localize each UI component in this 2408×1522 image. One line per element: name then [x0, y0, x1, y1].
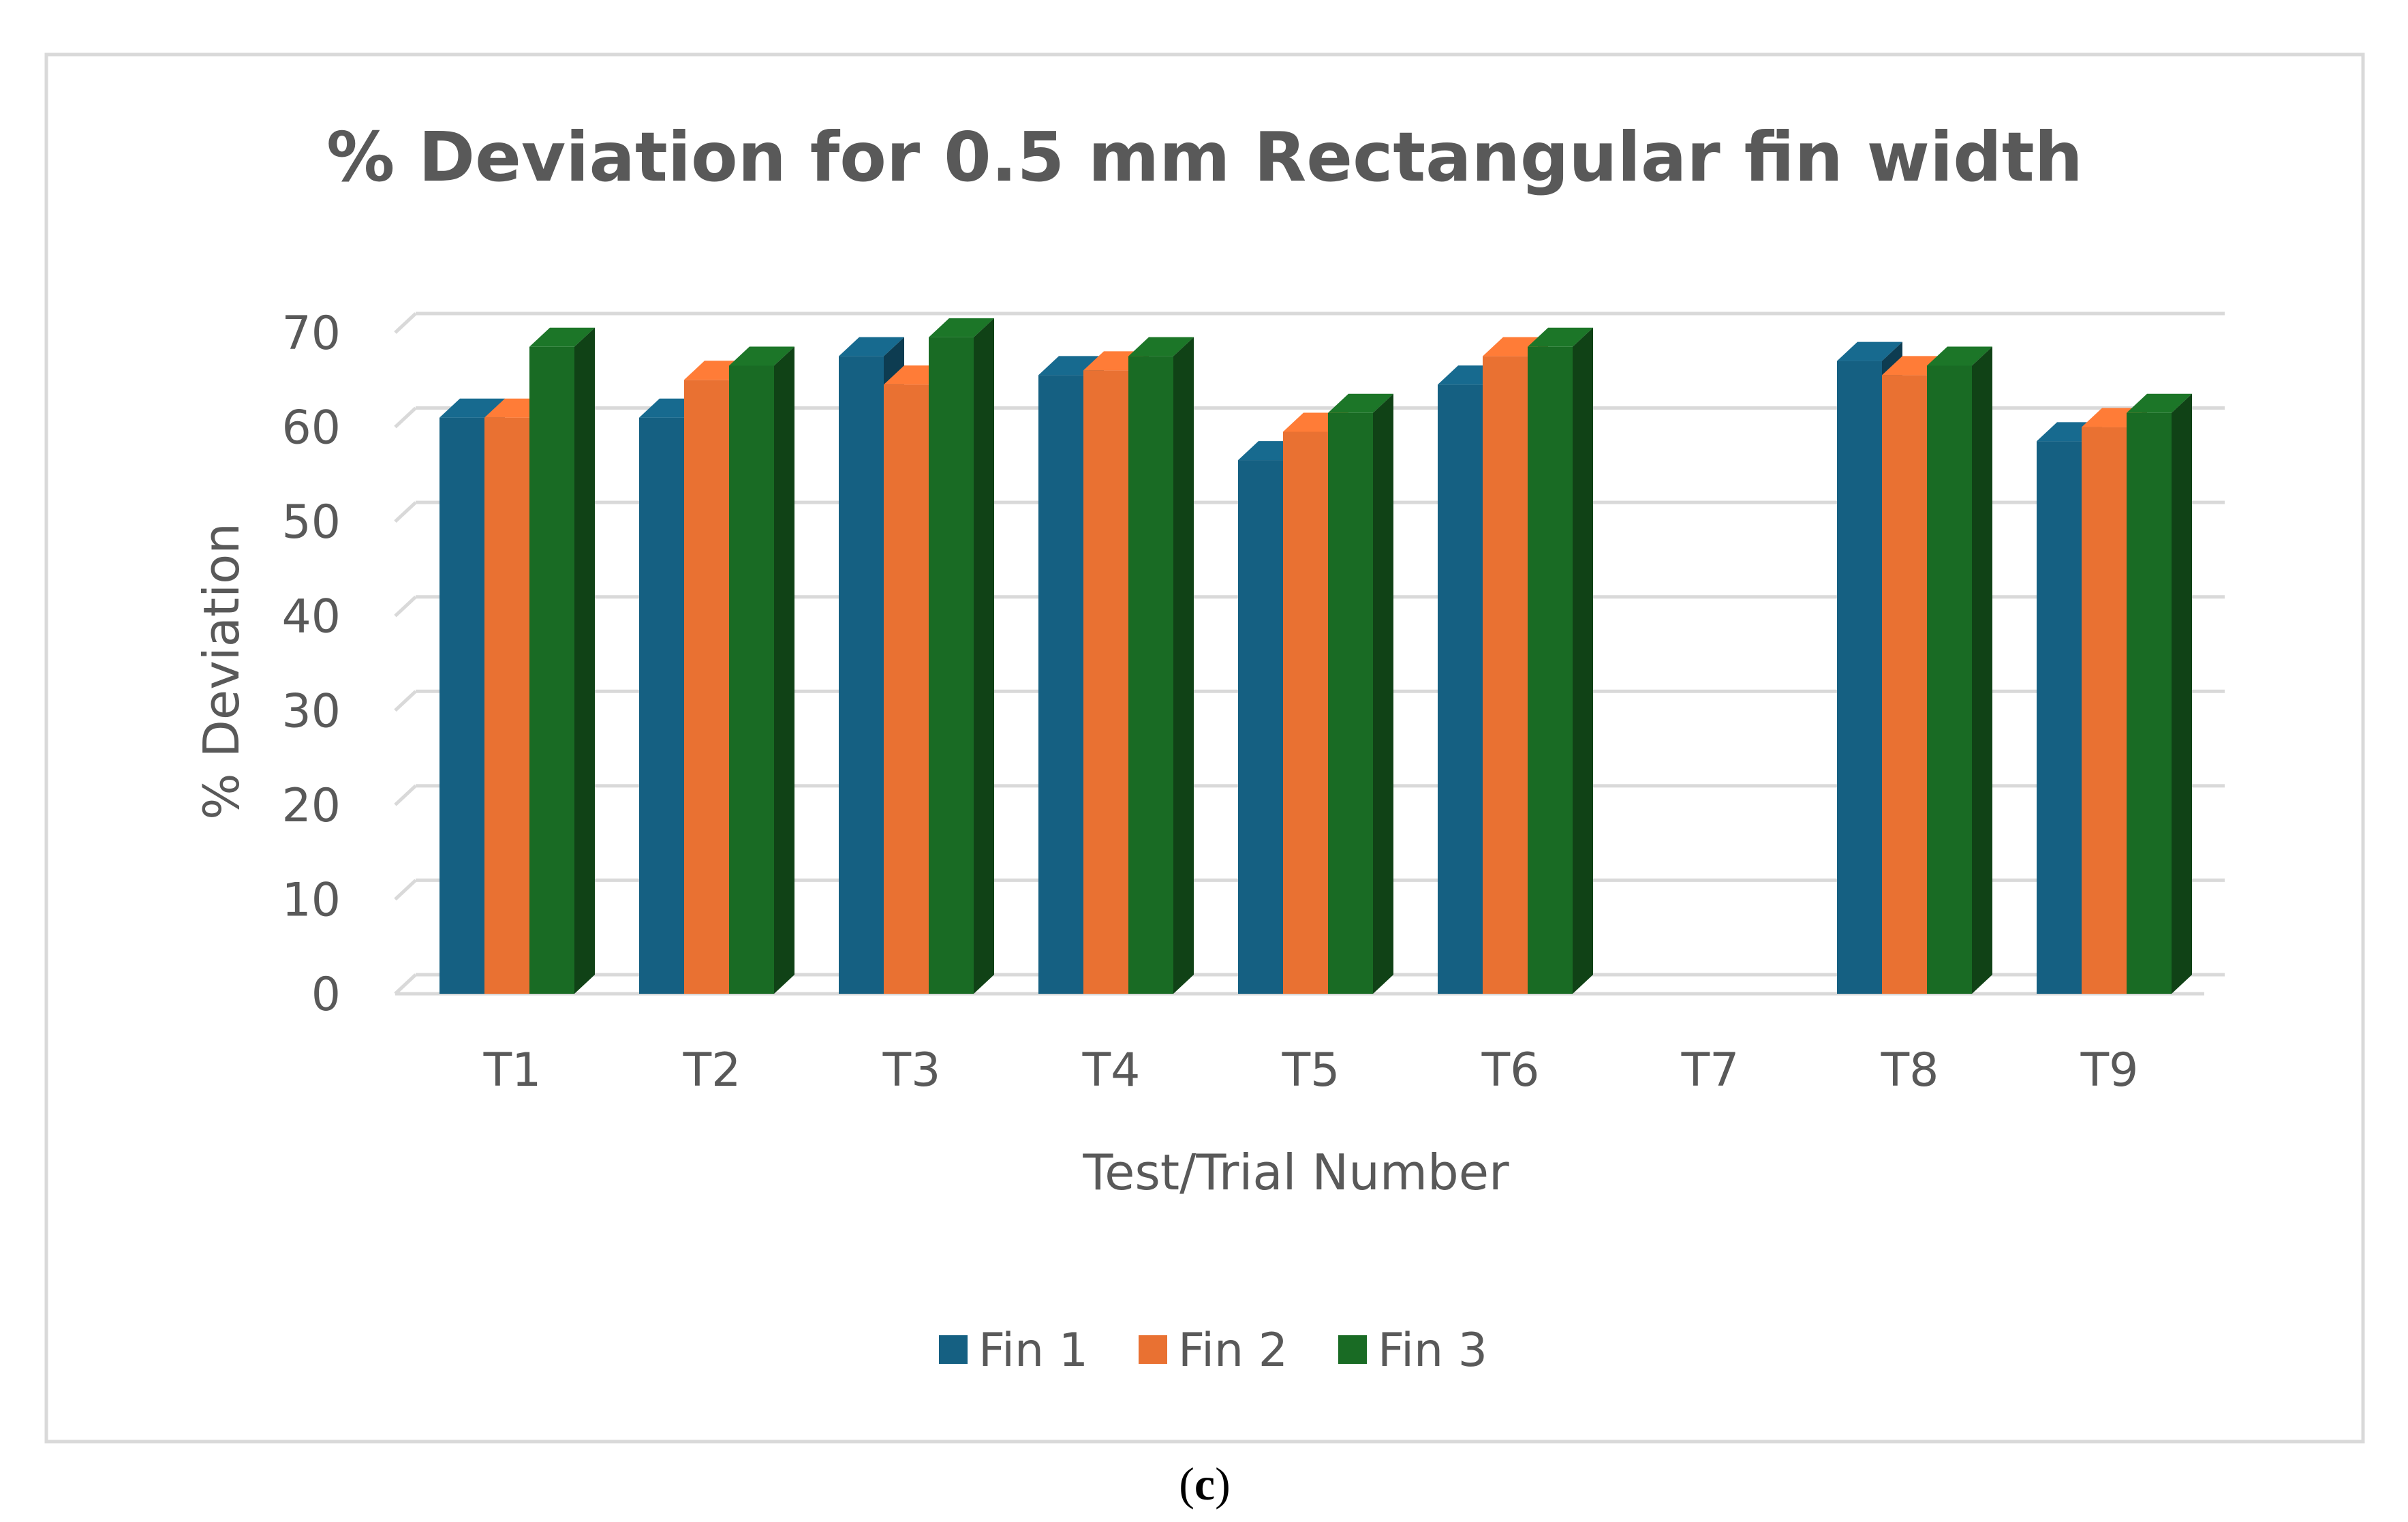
legend-swatch — [1139, 1335, 1167, 1364]
bar-side-face — [774, 346, 794, 994]
bar-front-face — [884, 384, 929, 994]
bar-side-face — [574, 327, 595, 994]
y-axis-ticks: 0 10 20 30 40 50 60 70 — [281, 307, 341, 1022]
bar-top-face — [439, 398, 505, 418]
bar-t8-fin-3 — [1927, 346, 1992, 994]
bar-side-face — [2172, 393, 2192, 994]
legend-item-fin-2: Fin 2 — [1139, 1324, 1288, 1378]
x-category-label: T9 — [2080, 1044, 2139, 1097]
x-axis-categories: T1 T2 T3 T4 T5 T6 T7 T8 T9 — [483, 1044, 2139, 1097]
legend-item-fin-3: Fin 3 — [1338, 1324, 1487, 1378]
bar-side-face — [1173, 337, 1194, 994]
chart-title: % Deviation for 0.5 mm Rectangular fin w… — [326, 117, 2083, 197]
y-tick-label: 30 — [281, 684, 341, 738]
figure-caption: (c) — [1179, 1458, 1231, 1510]
bar-front-face — [2127, 412, 2172, 994]
gridline-depth-20 — [394, 785, 417, 806]
legend-swatch — [1338, 1335, 1367, 1364]
legend-label: Fin 3 — [1378, 1324, 1487, 1378]
bar-front-face — [639, 417, 684, 994]
bar-front-face — [2037, 441, 2082, 994]
gridline-depth-70 — [394, 312, 417, 334]
bar-front-face — [1483, 356, 1528, 994]
x-category-label: T3 — [882, 1044, 941, 1097]
x-category-label: T1 — [483, 1044, 542, 1097]
x-category-label: T2 — [683, 1044, 741, 1097]
bar-front-face — [1283, 431, 1328, 994]
bar-front-face — [439, 417, 484, 994]
bar-front-face — [1238, 460, 1283, 994]
bar-top-face — [1328, 393, 1393, 413]
bar-side-face — [1573, 327, 1593, 994]
legend-label: Fin 1 — [978, 1324, 1088, 1378]
bar-front-face — [684, 380, 729, 994]
gridline-depth-30 — [394, 690, 417, 712]
bar-top-face — [2127, 393, 2192, 413]
caption-letter: c — [1194, 1458, 1215, 1510]
x-axis-title: Test/Trial Number — [1082, 1144, 1509, 1201]
bar-top-face — [839, 337, 904, 356]
y-tick-label: 40 — [281, 590, 341, 644]
bar-front-face — [529, 346, 574, 994]
x-category-label: T8 — [1881, 1044, 1939, 1097]
bar-top-face — [529, 327, 595, 347]
bar-top-face — [1528, 327, 1593, 347]
bar-t5-fin-3 — [1328, 393, 1393, 994]
caption-close-paren: ) — [1215, 1458, 1231, 1510]
legend-item-fin-1: Fin 1 — [939, 1324, 1088, 1378]
bar-front-face — [1528, 346, 1573, 994]
bar-t4-fin-3 — [1128, 337, 1194, 994]
gridline-depth-0 — [394, 973, 417, 995]
bar-t2-fin-3 — [729, 346, 794, 994]
x-category-label: T7 — [1681, 1044, 1740, 1097]
bar-front-face — [839, 356, 884, 994]
bar-side-face — [974, 318, 994, 994]
legend: Fin 1 Fin 2 Fin 3 — [939, 1324, 1487, 1378]
legend-label: Fin 2 — [1178, 1324, 1288, 1378]
bar-t1-fin-3 — [529, 327, 595, 994]
bar-top-face — [1927, 346, 1992, 366]
bar-top-face — [729, 346, 794, 366]
bar-t9-fin-3 — [2127, 393, 2192, 994]
y-tick-label: 50 — [281, 496, 341, 549]
y-tick-label: 20 — [281, 779, 341, 833]
x-category-label: T6 — [1481, 1044, 1540, 1097]
gridline-depth-40 — [394, 595, 417, 618]
bar-front-face — [929, 337, 974, 994]
bar-front-face — [1328, 412, 1373, 994]
gridline-depth-60 — [394, 406, 417, 429]
bar-front-face — [1837, 361, 1882, 994]
bars — [439, 318, 2192, 994]
chart-frame — [44, 52, 2365, 1444]
bar-front-face — [484, 417, 529, 994]
gridline-depth-10 — [394, 879, 417, 901]
bar-front-face — [2082, 427, 2127, 994]
y-tick-label: 10 — [281, 873, 341, 927]
legend-swatch — [939, 1335, 968, 1364]
y-tick-label: 0 — [311, 968, 341, 1022]
bar-side-face — [1972, 346, 1992, 994]
bar-top-face — [1837, 341, 1902, 361]
caption-open-paren: ( — [1179, 1458, 1194, 1510]
bar-front-face — [1882, 375, 1927, 994]
x-category-label: T5 — [1282, 1044, 1340, 1097]
bar-top-face — [1128, 337, 1194, 356]
bar-front-face — [1438, 384, 1483, 994]
y-axis-title: % Deviation — [193, 523, 250, 820]
bar-front-face — [1083, 370, 1128, 994]
bar-front-face — [729, 365, 774, 994]
x-category-label: T4 — [1082, 1044, 1141, 1097]
bar-t6-fin-3 — [1528, 327, 1593, 994]
bar-side-face — [1373, 393, 1393, 994]
y-tick-label: 60 — [281, 401, 341, 455]
y-tick-label: 70 — [281, 307, 341, 361]
gridline-depth-50 — [394, 501, 417, 523]
bar-front-face — [1927, 365, 1972, 994]
bar-front-face — [1038, 375, 1083, 994]
bar-top-face — [929, 318, 994, 337]
bar-front-face — [1128, 356, 1173, 994]
bar-t3-fin-3 — [929, 318, 994, 994]
